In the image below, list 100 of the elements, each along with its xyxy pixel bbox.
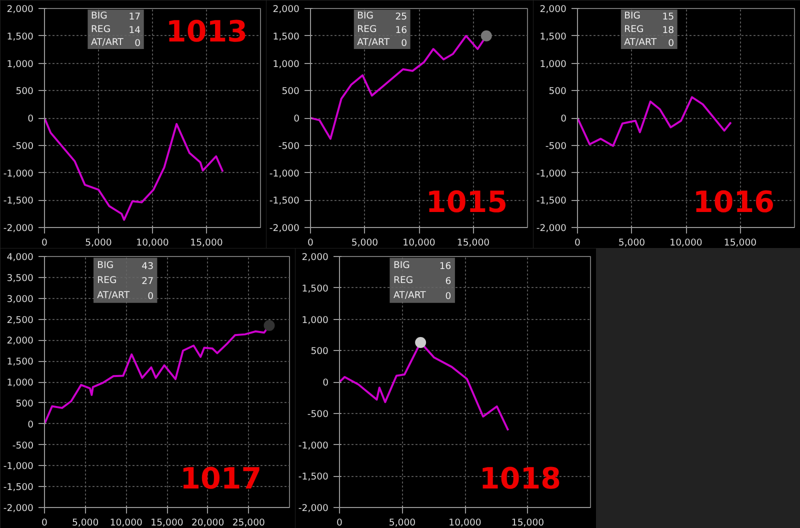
y-tick-label: -1,500 xyxy=(536,196,567,207)
y-tick-label: -2,000 xyxy=(3,223,34,234)
y-tick-label: 2,000 xyxy=(6,336,34,347)
y-tick-label: 500 xyxy=(282,86,300,98)
y-tick-label: 1,000 xyxy=(272,58,300,70)
y-tick-label: 1,000 xyxy=(540,58,567,70)
annotation: AT/ART xyxy=(90,36,124,48)
annotation: 6 xyxy=(445,276,452,287)
y-tick-label: 2,000 xyxy=(6,4,34,15)
text: 1015 xyxy=(426,185,508,220)
annotation: REG xyxy=(624,24,644,35)
annotation: 17 xyxy=(128,12,141,23)
x-tick-label: 5,000 xyxy=(388,518,416,528)
y-tick-label: -1,000 xyxy=(269,168,300,180)
x-tick-label: 10,000 xyxy=(402,238,436,248)
y-tick-label: 1,000 xyxy=(6,58,34,70)
annotation: 18 xyxy=(662,24,674,36)
y-tick-label: 1,500 xyxy=(540,31,567,42)
y-tick-label: 2,000 xyxy=(272,4,300,15)
x-tick-label: 10,000 xyxy=(136,238,169,248)
y-tick-label: -1,000 xyxy=(3,168,34,180)
y-tick-label: 0 xyxy=(294,114,300,124)
x-tick-label: 0 xyxy=(574,238,581,248)
y-tick-label: 0 xyxy=(28,114,34,124)
y-tick-label: -500 xyxy=(545,140,567,152)
x-tick-label: 10,000 xyxy=(448,518,482,528)
annotation: 25 xyxy=(395,12,408,23)
y-tick-label: 500 xyxy=(310,346,329,358)
y-tick-label: 1,000 xyxy=(6,378,34,388)
x-tick-label: 0 xyxy=(336,518,343,528)
y-tick-label: -2,000 xyxy=(536,223,567,234)
annotation: AT/ART xyxy=(624,36,657,48)
annotation: REG xyxy=(97,274,117,286)
y-tick-label: -1,500 xyxy=(269,196,300,207)
annotation: 14 xyxy=(128,24,141,36)
x-tick-label: 10,000 xyxy=(110,518,143,528)
y-tick-label: 1,500 xyxy=(6,31,34,42)
y-tick-label: 500 xyxy=(16,86,34,98)
annotation: REG xyxy=(393,274,414,286)
y-tick-label: -1,500 xyxy=(298,472,329,483)
y-tick-label: 1,500 xyxy=(6,356,34,368)
y-tick-label: 1,500 xyxy=(302,283,329,294)
y-tick-label: -500 xyxy=(12,440,34,452)
annotation: BIG xyxy=(97,260,114,271)
y-tick-label: -500 xyxy=(278,140,300,152)
annotation: BIG xyxy=(357,10,374,22)
y-tick-label: 2,500 xyxy=(6,314,34,326)
annotation: AT/ART xyxy=(357,36,390,48)
x-tick-label: 0 xyxy=(42,238,48,248)
y-tick-label: 2,000 xyxy=(302,252,329,263)
annotation: 0 xyxy=(445,290,452,302)
x-tick-label: 15,000 xyxy=(190,238,223,248)
annotation: REG xyxy=(90,24,111,35)
annotation: 0 xyxy=(134,38,141,49)
y-tick-label: 1,000 xyxy=(302,314,329,326)
x-tick-label: 5,000 xyxy=(351,238,378,248)
x-tick-label: 10,000 xyxy=(670,238,702,248)
chart-title: 1013 xyxy=(166,14,248,48)
line-series xyxy=(578,96,732,147)
annotation: 0 xyxy=(668,38,674,49)
annotation: 43 xyxy=(142,260,154,272)
annotation: 0 xyxy=(148,290,154,302)
x-tick-label: 0 xyxy=(42,518,48,528)
y-tick-label: -1,000 xyxy=(3,461,34,472)
annotation: 16 xyxy=(395,24,408,36)
annotation: BIG xyxy=(393,260,410,271)
x-tick-label: 20,000 xyxy=(192,518,224,528)
text: 1016 xyxy=(692,185,775,220)
y-tick-label: -1,000 xyxy=(298,440,329,452)
line-series xyxy=(44,117,224,221)
text: 1017 xyxy=(180,461,262,496)
y-tick-label: 1,500 xyxy=(272,31,300,42)
x-tick-label: 15,000 xyxy=(511,518,544,528)
y-tick-label: 4,000 xyxy=(6,252,34,263)
y-tick-label: -1,500 xyxy=(3,482,34,494)
y-tick-label: 500 xyxy=(548,86,567,98)
x-tick-label: 15,000 xyxy=(150,518,184,528)
annotation: 0 xyxy=(401,38,408,49)
y-tick-label: 3,000 xyxy=(6,294,34,305)
y-tick-label: -2,000 xyxy=(269,223,300,234)
annotation: 27 xyxy=(142,276,154,287)
annotation: BIG xyxy=(90,10,108,22)
annotation: AT/ART xyxy=(97,290,130,301)
y-tick-label: 0 xyxy=(28,419,34,430)
y-tick-label: -1,500 xyxy=(3,196,34,207)
annotation: BIG xyxy=(624,10,641,22)
y-tick-label: 3,500 xyxy=(6,272,34,284)
y-tick-label: 0 xyxy=(560,114,567,124)
y-tick-label: -2,000 xyxy=(298,503,329,514)
y-tick-label: 500 xyxy=(16,398,34,410)
y-tick-label: -1,000 xyxy=(536,168,567,180)
annotation: 16 xyxy=(439,260,452,272)
x-tick-label: 5,000 xyxy=(85,238,112,248)
text: 1018 xyxy=(479,461,562,496)
y-tick-label: -500 xyxy=(307,408,329,420)
y-tick-label: -2,000 xyxy=(3,503,34,514)
y-tick-label: 2,000 xyxy=(540,4,567,15)
x-tick-label: 15,000 xyxy=(724,238,757,248)
x-tick-label: 15,000 xyxy=(456,238,490,248)
y-tick-label: -500 xyxy=(12,140,34,152)
